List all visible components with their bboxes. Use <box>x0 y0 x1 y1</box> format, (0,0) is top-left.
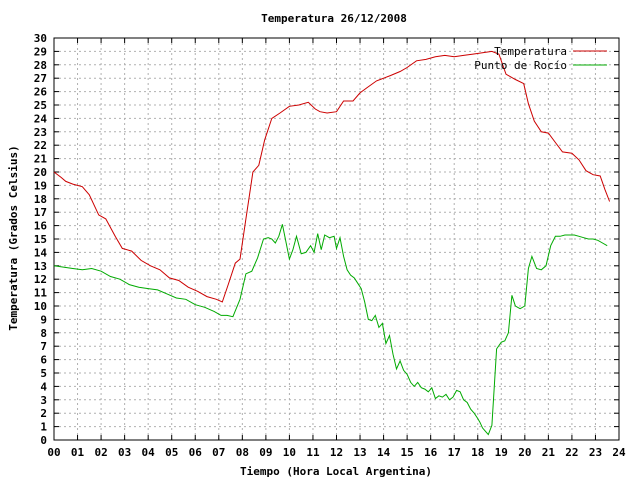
x-tick-label: 11 <box>306 446 320 459</box>
y-tick-label: 2 <box>40 407 47 420</box>
y-tick-label: 22 <box>34 139 47 152</box>
y-tick-label: 5 <box>40 367 47 380</box>
x-tick-label: 06 <box>189 446 203 459</box>
y-tick-label: 4 <box>40 380 47 393</box>
y-tick-label: 0 <box>40 434 47 447</box>
y-axis-label: Temperatura (Grados Celsius) <box>7 145 20 330</box>
x-tick-label: 19 <box>495 446 508 459</box>
y-tick-label: 14 <box>34 246 48 259</box>
x-tick-label: 24 <box>612 446 626 459</box>
y-tick-label: 20 <box>34 166 47 179</box>
y-tick-label: 17 <box>34 206 47 219</box>
x-tick-label: 17 <box>448 446 461 459</box>
x-axis-label: Tiempo (Hora Local Argentina) <box>240 465 432 478</box>
y-tick-label: 21 <box>34 153 48 166</box>
y-tick-label: 3 <box>40 394 47 407</box>
x-tick-label: 22 <box>565 446 578 459</box>
x-tick-label: 09 <box>259 446 272 459</box>
y-tick-label: 7 <box>40 340 47 353</box>
x-tick-labels: 00 01 02 03 04 05 06 07 08 09 10 11 12 13 14 15 16 17 18 19… <box>47 446 626 459</box>
y-tick-label: 8 <box>40 327 47 340</box>
y-tick-label: 24 <box>34 112 48 125</box>
x-tick-label: 10 <box>283 446 296 459</box>
x-tick-label: 00 <box>47 446 60 459</box>
x-tick-label: 20 <box>518 446 531 459</box>
y-tick-label: 13 <box>34 260 47 273</box>
y-tick-label: 18 <box>34 193 47 206</box>
x-tick-label: 07 <box>212 446 225 459</box>
y-tick-label: 19 <box>34 179 47 192</box>
x-tick-label: 13 <box>353 446 366 459</box>
y-tick-label: 10 <box>34 300 47 313</box>
x-tick-label: 15 <box>401 446 414 459</box>
dew-point-line <box>53 224 608 436</box>
legend-label: Punto de Rocío <box>474 59 567 72</box>
y-tick-label: 6 <box>40 354 47 367</box>
x-tick-label: 03 <box>118 446 131 459</box>
x-tick-label: 16 <box>424 446 438 459</box>
grid-lines <box>53 37 620 441</box>
x-tick-label: 05 <box>165 446 178 459</box>
x-tick-label: 14 <box>377 446 391 459</box>
x-tick-label: 08 <box>236 446 249 459</box>
y-tick-label: 25 <box>34 99 47 112</box>
y-tick-label: 11 <box>34 287 48 300</box>
series-lines <box>53 50 611 436</box>
x-tick-label: 18 <box>471 446 484 459</box>
axes <box>53 37 620 441</box>
y-tick-label: 1 <box>40 421 47 434</box>
y-tick-label: 27 <box>34 72 47 85</box>
y-tick-label: 26 <box>34 86 48 99</box>
x-tick-label: 21 <box>542 446 556 459</box>
x-tick-label: 23 <box>589 446 602 459</box>
x-tick-label: 04 <box>142 446 156 459</box>
y-tick-label: 16 <box>34 220 48 233</box>
x-tick-label: 02 <box>94 446 107 459</box>
x-tick-label: 12 <box>330 446 343 459</box>
x-tick-label: 01 <box>71 446 85 459</box>
chart-title: Temperatura 26/12/2008 <box>261 12 407 25</box>
y-tick-label: 23 <box>34 126 47 139</box>
y-tick-label: 12 <box>34 273 47 286</box>
legend-label: Temperatura <box>494 45 567 58</box>
y-tick-label: 15 <box>34 233 47 246</box>
y-tick-labels: 0123456789101112131415161718192021222324… <box>34 32 48 447</box>
y-tick-label: 9 <box>40 313 47 326</box>
y-tick-label: 30 <box>34 32 47 45</box>
y-tick-label: 29 <box>34 45 47 58</box>
y-tick-label: 28 <box>34 59 47 72</box>
temperature-line <box>53 50 611 303</box>
